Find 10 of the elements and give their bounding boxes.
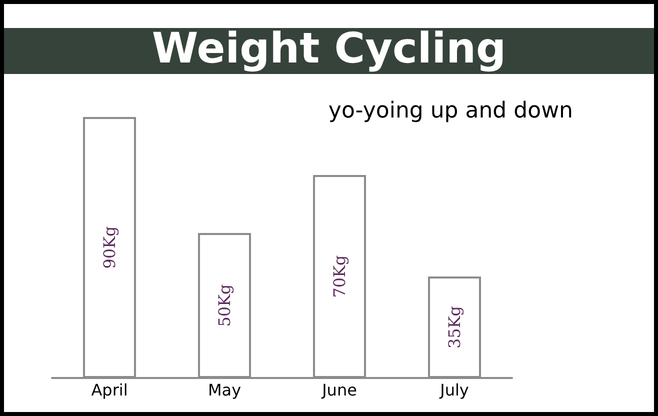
chart-title: Weight Cycling — [152, 24, 506, 72]
data-label: 50Kg — [215, 284, 234, 327]
x-tick-label: April — [91, 380, 128, 400]
annotation: yo-yoing up and down — [328, 98, 573, 124]
x-tick-label: June — [321, 380, 357, 400]
x-tick-label: May — [208, 380, 242, 400]
data-label: 90Kg — [100, 226, 119, 269]
x-tick-label: July — [439, 380, 469, 400]
data-label: 35Kg — [445, 306, 464, 349]
data-label: 70Kg — [330, 255, 349, 298]
